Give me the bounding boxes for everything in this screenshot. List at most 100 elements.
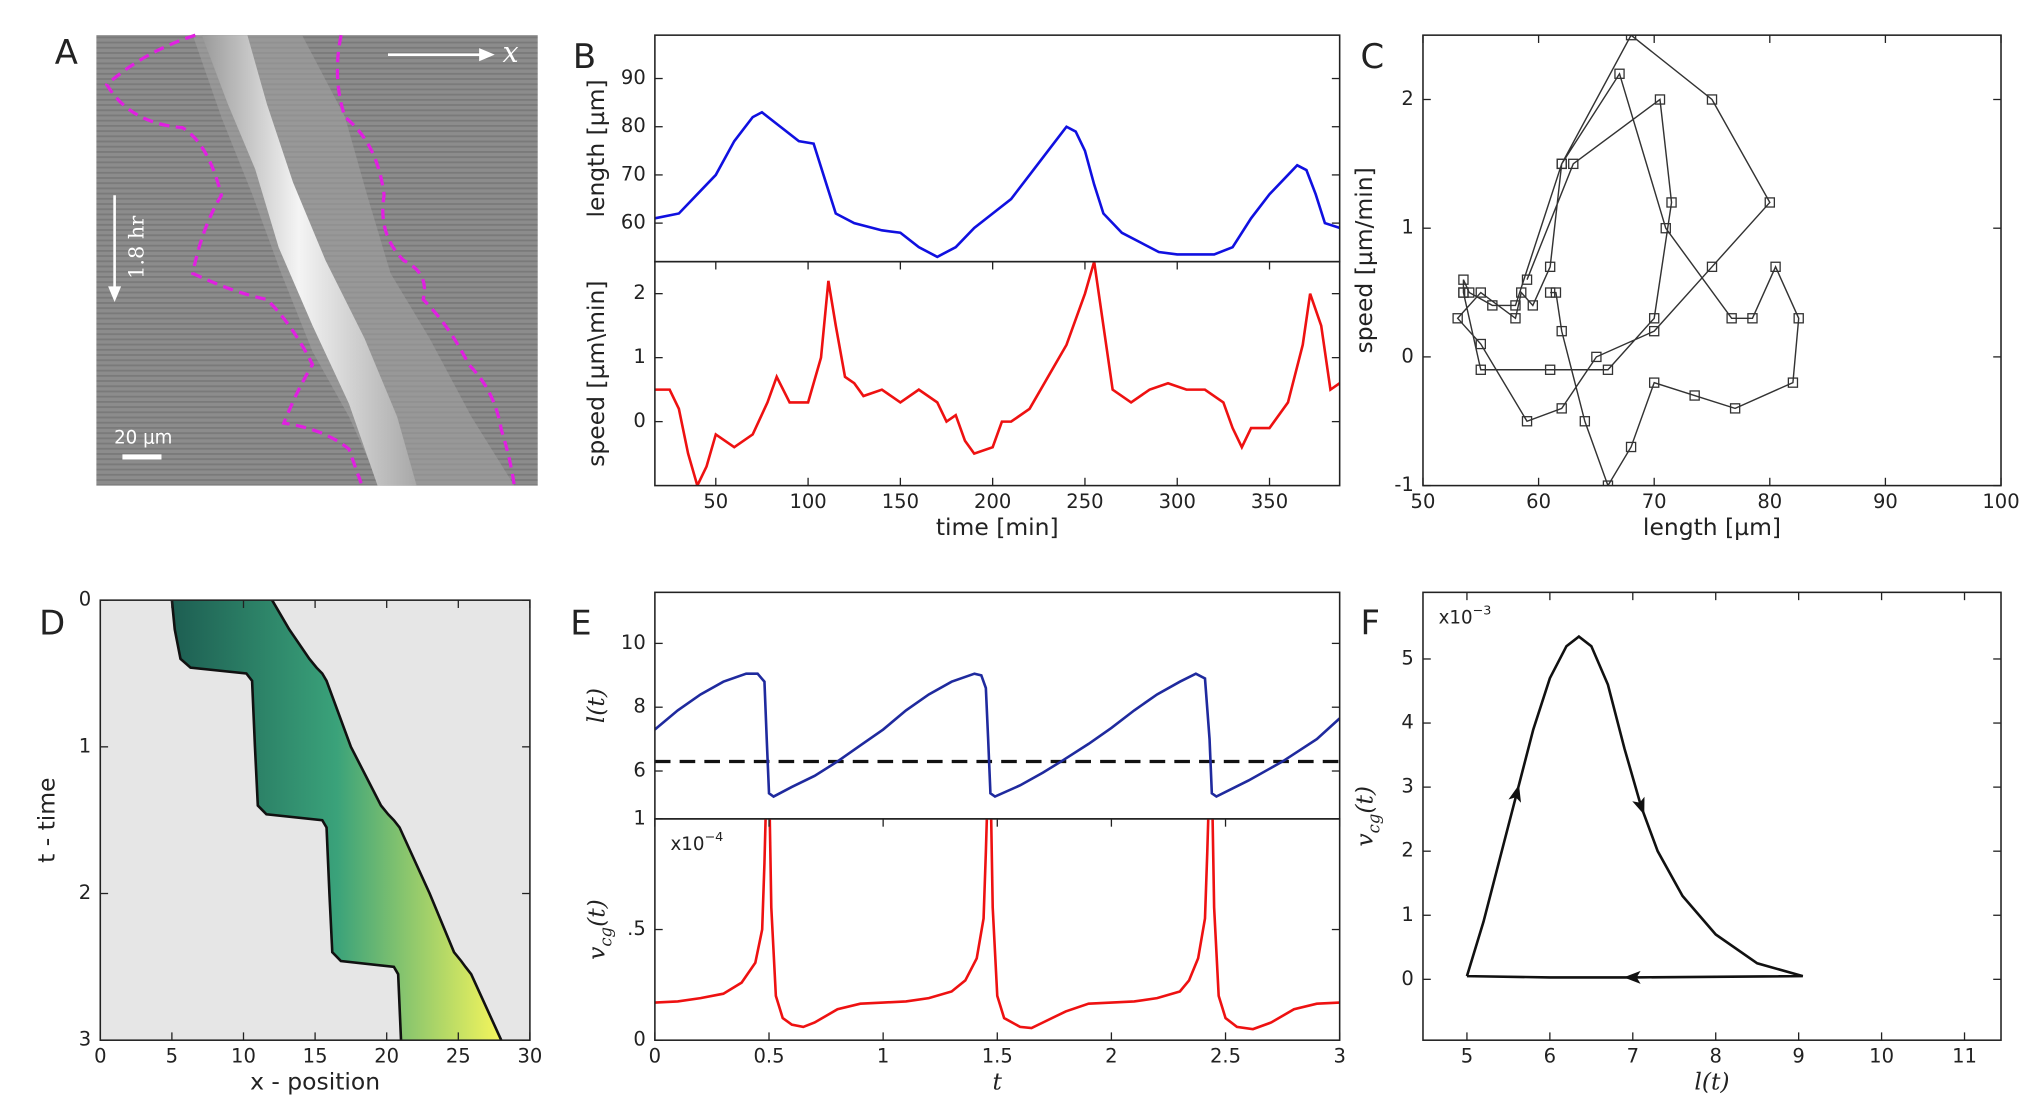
- data-line: [654, 672, 1340, 799]
- direction-arrow: [1508, 784, 1522, 803]
- x-tick-label: 50: [703, 490, 728, 513]
- data-point: [1602, 480, 1614, 486]
- y-tick-label: -1: [1394, 473, 1413, 496]
- y-axis-label: l(t): [582, 688, 610, 723]
- data-point: [1726, 313, 1737, 324]
- x-tick-label: 3: [1333, 1045, 1345, 1068]
- x-tick-label: 350: [1251, 490, 1288, 513]
- data-point: [1666, 197, 1677, 208]
- data-point: [1452, 313, 1463, 324]
- right-edge: [335, 34, 516, 486]
- multiplier: x10−3: [1439, 603, 1492, 628]
- x-tick-label: 15: [303, 1045, 328, 1068]
- data-line: [654, 818, 1340, 1031]
- chart: 6 8 10 E: [570, 591, 1341, 820]
- plot-frame: [1422, 34, 2002, 487]
- scale-label: 20 μm: [114, 428, 172, 449]
- data-point: [1729, 403, 1741, 414]
- x-tick-label: 300: [1159, 490, 1196, 513]
- x-tick-label: 9: [1792, 1045, 1804, 1068]
- y-tick-label: 60: [621, 211, 646, 234]
- x-tick-label: 7: [1627, 1045, 1639, 1068]
- x-tick-label: 25: [446, 1045, 471, 1068]
- data-line: [1456, 35, 1800, 486]
- x-axis-label: l(t): [1694, 1068, 1729, 1096]
- data-point: [1510, 300, 1521, 311]
- data-point: [1556, 325, 1567, 337]
- x-tick-label: 150: [882, 490, 919, 513]
- panel-label: C: [1360, 37, 1384, 76]
- label-part: (t): [1350, 786, 1378, 814]
- data-point: [1648, 377, 1660, 388]
- x-tick-label: 5: [1461, 1045, 1473, 1068]
- y-axis-label: vcg(t): [582, 899, 616, 960]
- x-tick-label: 2: [1105, 1045, 1117, 1068]
- x-axis-label: x - position: [250, 1068, 380, 1096]
- panel-label: B: [573, 37, 596, 76]
- data-point: [1487, 300, 1498, 311]
- plot-area: [654, 672, 1340, 799]
- label-part: x10: [1439, 607, 1473, 628]
- y-tick-label: 2: [79, 881, 91, 904]
- x-tick-label: 30: [517, 1045, 542, 1068]
- y-tick-label: 2: [633, 281, 645, 304]
- data-point: [1660, 222, 1671, 234]
- data-point: [1458, 287, 1469, 298]
- x-tick-label: 1.5: [982, 1045, 1013, 1068]
- y-tick-label: 8: [633, 695, 645, 718]
- plot-frame: [1422, 591, 2002, 1041]
- x-tick-label: 0.5: [753, 1045, 784, 1068]
- label-part: v: [1350, 833, 1378, 846]
- y-axis-label: t - time: [33, 777, 61, 862]
- time-arrowhead: [108, 286, 122, 303]
- x-tick-label: 80: [1757, 490, 1782, 513]
- y-tick-label: 1: [633, 345, 645, 368]
- x-axis-label: t: [993, 1068, 1003, 1096]
- data-line: [654, 110, 1340, 259]
- plot-area: [1452, 35, 1804, 486]
- y-tick-label: 1: [633, 806, 645, 829]
- data-point: [1556, 158, 1567, 170]
- y-tick-label: 10: [621, 631, 646, 654]
- data-point: [1475, 338, 1486, 350]
- data-point: [1475, 287, 1486, 298]
- chart: 60 70 80 90 B: [573, 34, 1341, 263]
- plot-area: [1465, 634, 1804, 984]
- x-tick-label: 8: [1710, 1045, 1722, 1068]
- data-point: [1689, 390, 1700, 401]
- data-point: [1550, 287, 1562, 298]
- data-point: [1544, 287, 1556, 298]
- x-axis-label: x: [503, 35, 519, 69]
- x-arrowhead: [479, 48, 495, 62]
- plot-area: [654, 261, 1340, 486]
- data-point: [1747, 313, 1758, 324]
- label-part: (t): [582, 899, 610, 927]
- x-tick-label: 50: [1411, 490, 1436, 513]
- y-tick-label: 5: [1401, 646, 1413, 669]
- plot-area: [170, 600, 503, 1041]
- x-tick-label: 5: [166, 1045, 178, 1068]
- panel-label: E: [570, 603, 591, 642]
- x-tick-label: 0: [94, 1045, 106, 1068]
- x-tick-label: 90: [1873, 490, 1898, 513]
- y-tick-label: 70: [621, 162, 646, 185]
- data-point: [1527, 300, 1539, 311]
- data-point: [1544, 261, 1556, 273]
- time-label: 1.8 hr: [125, 216, 149, 279]
- direction-arrow: [1623, 970, 1641, 984]
- chart: 0.510 0.5 1 1.5 2 2.5 3: [627, 806, 1346, 1068]
- data-point: [1793, 313, 1804, 324]
- data-point: [1602, 364, 1614, 375]
- y-tick-label: 0: [1401, 344, 1413, 367]
- data-point: [1544, 364, 1556, 375]
- y-tick-label: 6: [633, 759, 645, 782]
- plot-frame: [654, 260, 1341, 487]
- data-point: [1464, 287, 1475, 298]
- x-tick-label: 20: [374, 1045, 399, 1068]
- data-point: [1591, 351, 1602, 363]
- data-point: [1510, 313, 1521, 324]
- data-point: [1787, 377, 1799, 388]
